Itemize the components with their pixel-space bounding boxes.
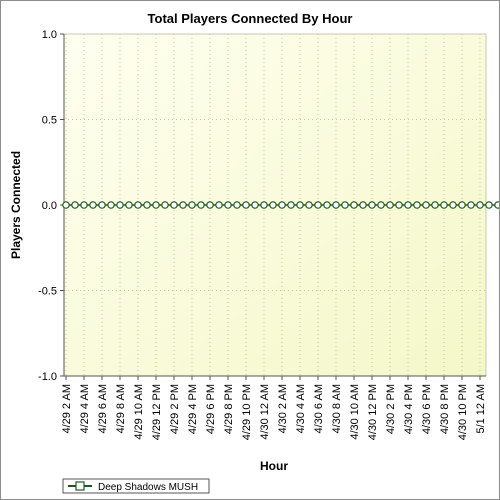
data-point	[323, 201, 331, 209]
data-point	[287, 201, 295, 209]
data-point	[368, 201, 376, 209]
x-tick-label: 4/29 8 PM	[223, 384, 235, 434]
x-tick-label: 4/30 10 PM	[457, 384, 469, 440]
x-tick-label: 4/30 8 AM	[331, 384, 343, 434]
y-tick-label: 0.0	[42, 200, 57, 212]
x-tick-label: 4/29 12 PM	[151, 384, 163, 440]
x-axis-label: Hour	[260, 459, 288, 473]
data-point	[62, 201, 70, 209]
data-point	[449, 201, 457, 209]
y-tick-label: 0.5	[42, 115, 57, 127]
data-point	[80, 201, 88, 209]
data-point	[179, 201, 187, 209]
legend-box	[62, 478, 210, 494]
x-tick-label: 4/30 6 PM	[421, 384, 433, 434]
data-point	[404, 201, 412, 209]
x-tick-label: 4/30 12 PM	[367, 384, 379, 440]
x-tick-label: 4/29 6 PM	[205, 384, 217, 434]
data-point	[233, 201, 241, 209]
data-point	[377, 201, 385, 209]
x-tick-label: 4/30 4 PM	[403, 384, 415, 434]
data-point	[161, 201, 169, 209]
x-tick-label: 4/30 2 AM	[277, 384, 289, 434]
data-point	[143, 201, 151, 209]
data-point	[89, 201, 97, 209]
x-tick-label: 5/1 12 AM	[475, 384, 487, 434]
data-point	[260, 201, 268, 209]
x-tick-label: 4/29 10 PM	[241, 384, 253, 440]
x-tick-label: 4/29 4 AM	[79, 384, 91, 434]
data-point	[467, 201, 475, 209]
x-tick-label: 4/30 8 PM	[439, 384, 451, 434]
data-point	[314, 201, 322, 209]
data-point	[431, 201, 439, 209]
data-point	[494, 201, 499, 209]
data-point	[305, 201, 313, 209]
data-point	[485, 201, 493, 209]
y-tick-label: -0.5	[38, 286, 57, 298]
x-tick-label: 4/29 6 AM	[97, 384, 109, 434]
x-tick-label: 4/30 10 AM	[349, 384, 361, 440]
data-point	[125, 201, 133, 209]
data-point	[476, 201, 484, 209]
data-point	[224, 201, 232, 209]
data-point	[395, 201, 403, 209]
data-point	[215, 201, 223, 209]
x-tick-label: 4/29 4 PM	[187, 384, 199, 434]
chart-title: Total Players Connected By Hour	[148, 11, 353, 26]
x-tick-label: 4/29 8 AM	[115, 384, 127, 434]
data-point	[98, 201, 106, 209]
data-point	[197, 201, 205, 209]
y-tick-label: 1.0	[42, 29, 57, 41]
x-tick-label: 4/29 10 AM	[133, 384, 145, 440]
data-point	[278, 201, 286, 209]
x-tick-label: 4/30 6 AM	[313, 384, 325, 434]
data-point	[350, 201, 358, 209]
data-point	[440, 201, 448, 209]
x-tick-label: 4/30 4 AM	[295, 384, 307, 434]
data-point	[206, 201, 214, 209]
x-tick-label: 4/30 2 PM	[385, 384, 397, 434]
legend-marker-icon	[75, 481, 85, 491]
data-point	[359, 201, 367, 209]
data-point	[269, 201, 277, 209]
data-point	[152, 201, 160, 209]
grid-lines	[64, 33, 486, 377]
series-layer	[62, 201, 499, 209]
axes: 1.0 0.5 0.0 -0.5 -1.0 4/29 2 AM 4/29 4 AM 4/29 …	[38, 29, 487, 440]
y-tick-label: -1.0	[38, 371, 57, 383]
data-point	[71, 201, 79, 209]
data-point	[242, 201, 250, 209]
legend-label: Deep Shadows MUSH	[98, 482, 198, 493]
data-point	[188, 201, 196, 209]
data-point	[251, 201, 259, 209]
data-point	[170, 201, 178, 209]
x-tick-label: 4/29 2 AM	[61, 384, 73, 434]
data-point	[134, 201, 142, 209]
y-axis-label: Players Connected	[9, 151, 23, 259]
x-tick-label: 4/29 2 PM	[169, 384, 181, 434]
data-point	[116, 201, 124, 209]
data-point	[332, 201, 340, 209]
data-point	[458, 201, 466, 209]
data-point	[413, 201, 421, 209]
data-point	[296, 201, 304, 209]
data-point	[107, 201, 115, 209]
x-tick-label: 4/30 12 AM	[259, 384, 271, 440]
legend: Deep Shadows MUSH	[62, 478, 210, 494]
data-point	[386, 201, 394, 209]
data-point	[341, 201, 349, 209]
data-point	[422, 201, 430, 209]
